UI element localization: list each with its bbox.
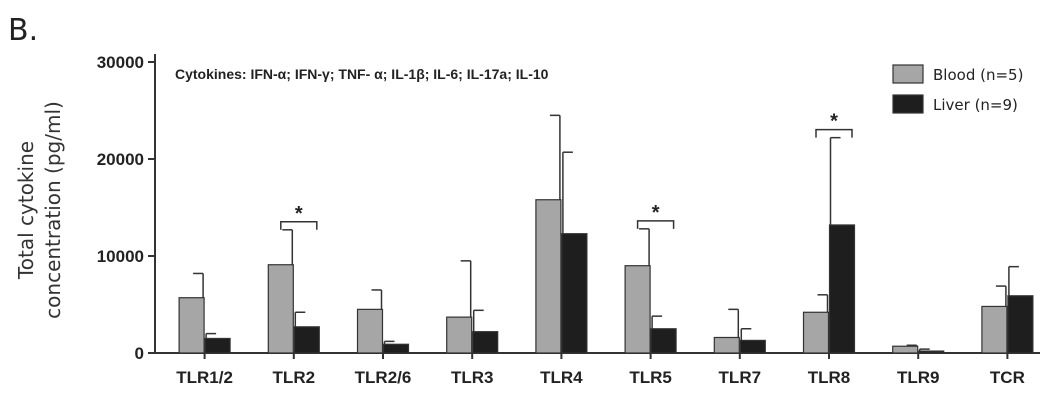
bars (178, 114, 1034, 354)
y-tick-label: 30000 (97, 53, 144, 72)
liver-bar (1007, 295, 1034, 354)
x-tick-label: TLR5 (629, 368, 672, 387)
blood-bar (981, 305, 1008, 354)
x-tick-label: TLR9 (897, 368, 940, 387)
significance-bracket (636, 220, 675, 229)
blood-bar (356, 308, 384, 354)
x-tick-label: TLR2/6 (355, 368, 412, 387)
legend-label-liver: Liver (n=9) (933, 96, 1018, 114)
liver-bar (472, 331, 499, 354)
y-tick-label: 10000 (97, 247, 144, 266)
blood-bar (178, 297, 205, 354)
liver-bar (650, 328, 677, 354)
blood-bar (892, 345, 919, 354)
legend: Blood (n=5) Liver (n=9) (892, 64, 1023, 114)
significance-star: * (652, 202, 660, 224)
axes: 0 10000 20000 30000 TLR1/2 TLR2 TLR2/6 TLR3 TLR4… (97, 53, 1040, 387)
significance-bracket (280, 221, 318, 230)
liver-bar (293, 326, 320, 354)
legend-swatch-blood (892, 64, 924, 84)
blood-bar (267, 264, 294, 354)
legend-swatch-liver (892, 94, 924, 114)
significance-star: * (830, 111, 838, 133)
liver-bar (918, 350, 945, 354)
significance-star: * (295, 203, 303, 225)
blood-bar (802, 311, 830, 354)
x-tick-label: TLR2 (273, 368, 316, 387)
x-tick-label: TLR3 (451, 368, 494, 387)
blood-bar (624, 265, 651, 354)
blood-bar (535, 199, 562, 354)
y-tick-label: 0 (135, 344, 144, 363)
liver-bar (561, 233, 588, 354)
cytokine-annotation: Cytokines: IFN-α; IFN-γ; TNF- α; IL-1β; … (175, 66, 549, 82)
x-tick-label: TLR1/2 (176, 368, 233, 387)
x-tick-label: TCR (990, 368, 1025, 387)
x-tick-label: TLR4 (540, 368, 583, 387)
y-axis-label: Total cytokine concentration (pg/ml) (14, 101, 65, 319)
liver-bar (739, 339, 766, 354)
liver-bar (382, 343, 410, 354)
liver-bar (828, 224, 856, 354)
y-axis-label-line-1: Total cytokine (14, 141, 38, 280)
liver-bar (204, 337, 231, 354)
y-axis-label-line-2: concentration (pg/ml) (41, 101, 65, 319)
blood-bar (713, 336, 740, 354)
significance-bracket (815, 128, 853, 138)
x-tick-label: TLR7 (719, 368, 762, 387)
y-tick-label: 20000 (97, 150, 144, 169)
blood-bar (446, 316, 473, 354)
legend-label-blood: Blood (n=5) (933, 66, 1023, 84)
x-tick-label: TLR8 (808, 368, 851, 387)
panel-label: B. (8, 13, 38, 48)
significance-markers: * * * (280, 111, 853, 230)
